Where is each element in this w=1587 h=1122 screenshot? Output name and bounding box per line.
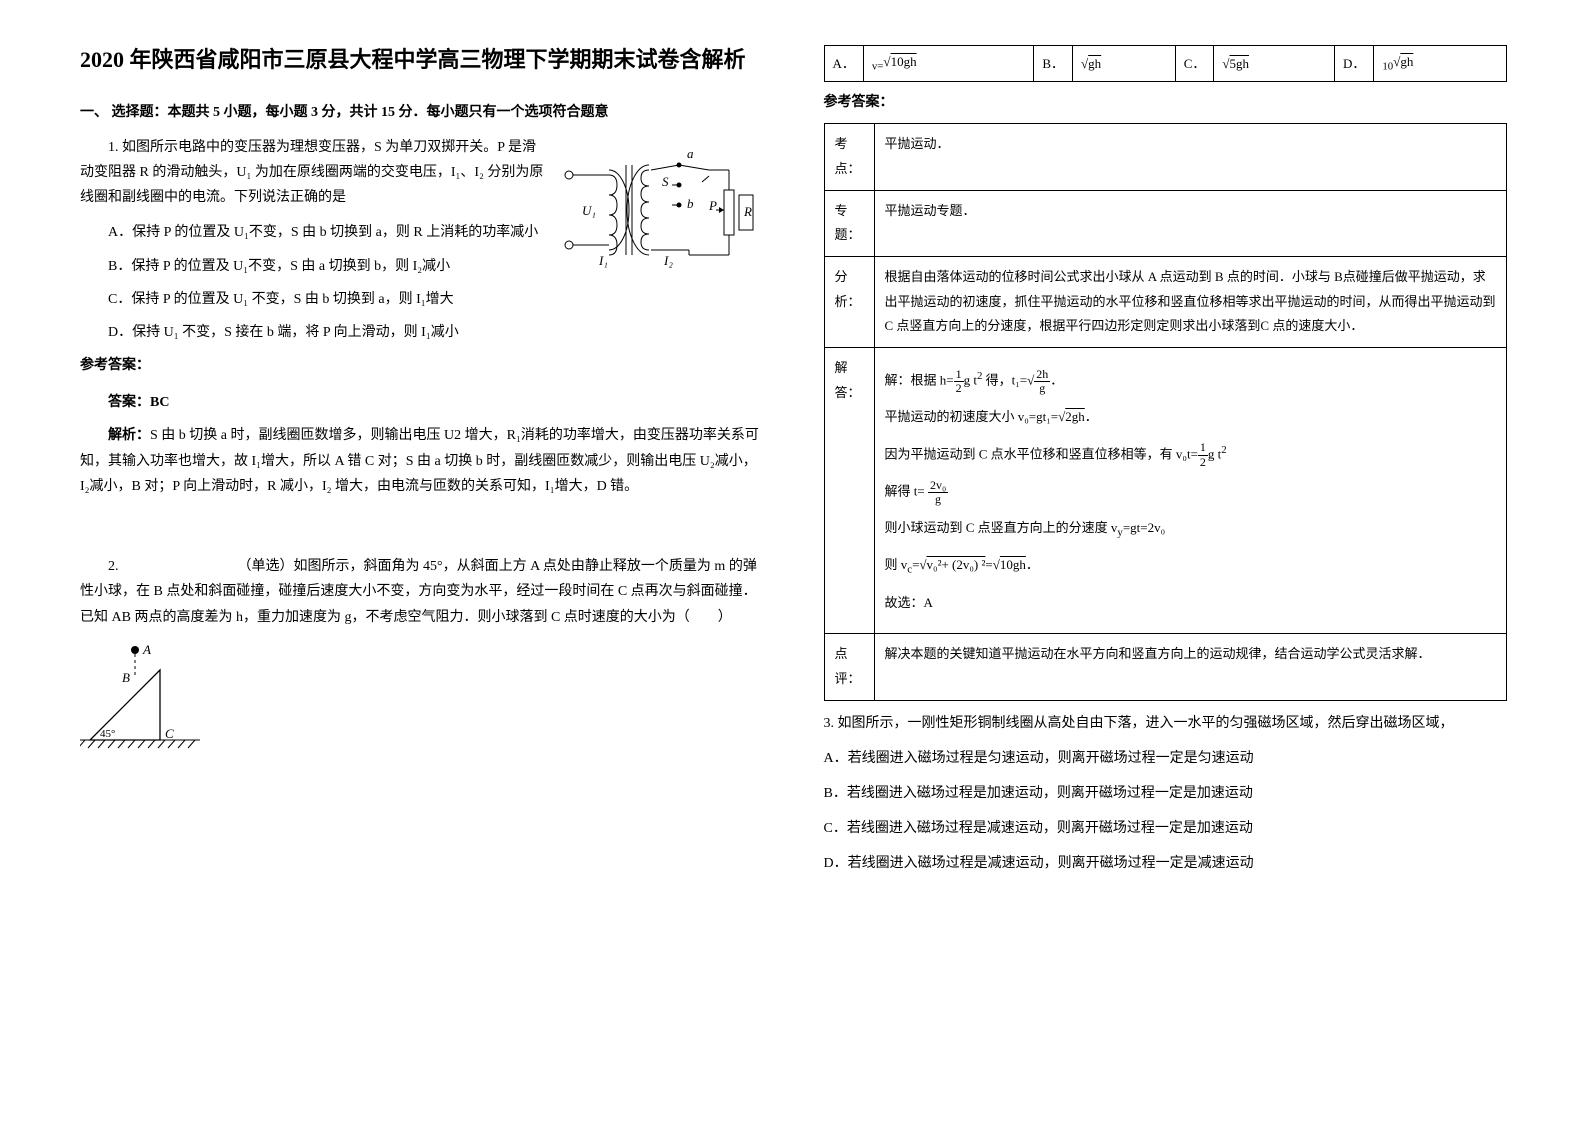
incline-diagram: A B C 45° <box>80 640 764 769</box>
right-column: A． v=√10gh B． √gh C． √5gh D． 10√gh 参考答案：… <box>794 40 1538 1082</box>
q3-optD: D．若线圈进入磁场过程是减速运动，则离开磁场过程一定是减速运动 <box>824 851 1508 876</box>
svg-text:S: S <box>662 174 669 189</box>
kaodian-label: 考点： <box>824 124 874 190</box>
q2-stem: 2. （单选）如图所示，斜面角为 45°，从斜面上方 A 点处由静止释放一个质量… <box>80 554 764 630</box>
circuit-diagram: a S b U₁ I₁ I₂ P R <box>554 140 764 279</box>
q2-optC: √5gh <box>1214 46 1335 82</box>
kaodian-content: 平抛运动． <box>874 124 1507 190</box>
jieda-label: 解答： <box>824 348 874 634</box>
q1-answer: 答案：BC <box>80 390 764 415</box>
q2-optA-label: A． <box>824 46 863 82</box>
svg-text:45°: 45° <box>100 728 115 740</box>
q1-ref: 参考答案： <box>80 353 764 378</box>
svg-text:a: a <box>687 146 694 161</box>
svg-text:C: C <box>165 726 174 741</box>
jieda-content: 解：根据 h=12g t2 得，t₁=√2hg． 平抛运动的初速度大小 v₀=g… <box>874 348 1507 634</box>
zhuanti-label: 专题： <box>824 190 874 256</box>
dianping-content: 解决本题的关键知道平抛运动在水平方向和竖直方向上的运动规律，结合运动学公式灵活求… <box>874 634 1507 700</box>
dianping-label: 点评： <box>824 634 874 700</box>
q2-optB-label: B． <box>1034 46 1073 82</box>
svg-text:U₁: U₁ <box>582 203 596 218</box>
q3-stem: 3. 如图所示，一刚性矩形铜制线圈从高处自由下落，进入一水平的匀强磁场区域，然后… <box>824 711 1508 736</box>
q1-optC: C．保持 P 的位置及 U₁ 不变，S 由 b 切换到 a，则 I₁增大 <box>80 287 764 312</box>
svg-text:I₂: I₂ <box>663 253 673 268</box>
q2-optC-label: C． <box>1175 46 1214 82</box>
q2-optB: √gh <box>1073 46 1176 82</box>
q2-ref: 参考答案： <box>824 90 1508 115</box>
q3-optB: B．若线圈进入磁场过程是加速运动，则离开磁场过程一定是加速运动 <box>824 781 1508 806</box>
svg-text:A: A <box>142 642 151 657</box>
q2-options-table: A． v=√10gh B． √gh C． √5gh D． 10√gh <box>824 45 1508 82</box>
q2-analysis-table: 考点： 平抛运动． 专题： 平抛运动专题． 分析： 根据自由落体运动的位移时间公… <box>824 123 1508 700</box>
q2-optA: v=√10gh <box>863 46 1033 82</box>
svg-text:P: P <box>708 198 717 213</box>
watermark-placeholder <box>80 514 764 539</box>
q1-optD: D．保持 U₁ 不变，S 接在 b 端，将 P 向上滑动，则 I₁减小 <box>80 320 764 345</box>
svg-text:I₁: I₁ <box>598 253 608 268</box>
zhuanti-content: 平抛运动专题． <box>874 190 1507 256</box>
section1-heading: 一、 选择题：本题共 5 小题，每小题 3 分，共计 15 分．每小题只有一个选… <box>80 100 764 125</box>
q3-optA: A．若线圈进入磁场过程是匀速运动，则离开磁场过程一定是匀速运动 <box>824 746 1508 771</box>
left-column: 2020 年陕西省咸阳市三原县大程中学高三物理下学期期末试卷含解析 一、 选择题… <box>50 40 794 1082</box>
q1-analysis: 解析：S 由 b 切换 a 时，副线圈匝数增多，则输出电压 U2 增大，R₁消耗… <box>80 423 764 499</box>
q2-optD-label: D． <box>1334 46 1373 82</box>
q3-optC: C．若线圈进入磁场过程是减速运动，则离开磁场过程一定是加速运动 <box>824 816 1508 841</box>
q2-optD: 10√gh <box>1374 46 1507 82</box>
fenxi-label: 分析： <box>824 257 874 348</box>
svg-text:b: b <box>687 196 694 211</box>
svg-text:B: B <box>122 670 130 685</box>
fenxi-content: 根据自由落体运动的位移时间公式求出小球从 A 点运动到 B 点的时间．小球与 B… <box>874 257 1507 348</box>
svg-text:R: R <box>743 204 752 219</box>
exam-title: 2020 年陕西省咸阳市三原县大程中学高三物理下学期期末试卷含解析 <box>80 40 764 80</box>
